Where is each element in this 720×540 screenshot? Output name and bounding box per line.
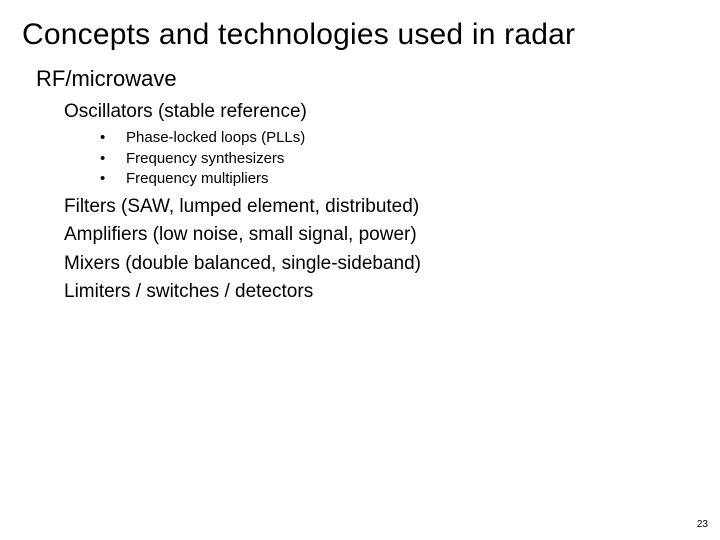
amplifiers-line: Amplifiers (low noise, small signal, pow… — [64, 223, 698, 247]
filters-line: Filters (SAW, lumped element, distribute… — [64, 195, 698, 219]
section-heading: RF/microwave — [36, 66, 698, 92]
oscillators-heading: Oscillators (stable reference) — [64, 100, 698, 124]
limiters-line: Limiters / switches / detectors — [64, 280, 698, 304]
list-item: Frequency multipliers — [100, 169, 698, 189]
page-number: 23 — [697, 519, 708, 530]
slide-title: Concepts and technologies used in radar — [22, 18, 698, 52]
mixers-line: Mixers (double balanced, single-sideband… — [64, 252, 698, 276]
list-item: Phase-locked loops (PLLs) — [100, 128, 698, 148]
oscillator-bullet-list: Phase-locked loops (PLLs) Frequency synt… — [100, 128, 698, 189]
list-item: Frequency synthesizers — [100, 149, 698, 169]
slide: Concepts and technologies used in radar … — [0, 0, 720, 540]
